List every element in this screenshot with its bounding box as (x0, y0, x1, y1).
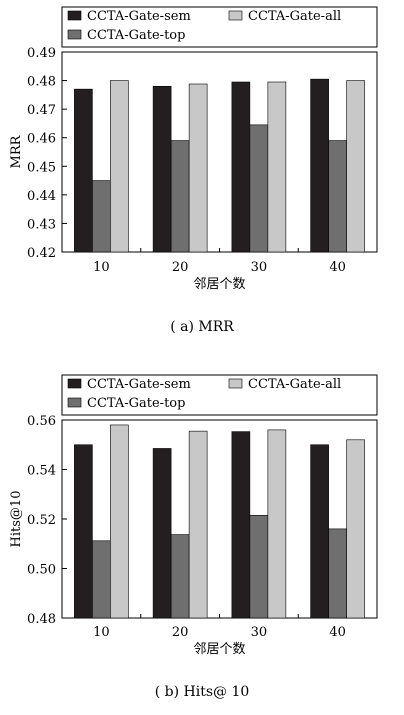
legend-swatch-all (228, 378, 243, 389)
x-tick-label: 30 (251, 260, 268, 275)
hits10-chart: CCTA-Gate-sem CCTA-Gate-top CCTA-Gate-all 0… (9, 374, 378, 700)
y-tick-label: 0.44 (27, 189, 56, 204)
x-tick-label: 10 (93, 260, 110, 275)
x-tick-label: 40 (329, 260, 346, 275)
bar-top-20 (170, 534, 190, 619)
bar-sem-30 (231, 431, 251, 619)
bar-top-30 (249, 124, 269, 253)
y-axis-title: Hits@10 (9, 491, 24, 548)
legend-label-all: CCTA-Gate-all (248, 9, 341, 24)
bar-all-20 (188, 83, 208, 253)
bar-sem-10 (74, 444, 93, 619)
y-tick-label: 0.46 (27, 132, 56, 147)
bar-all-10 (110, 424, 129, 619)
y-tick-label: 0.43 (27, 217, 56, 232)
bar-all-20 (188, 430, 208, 619)
bar-sem-20 (152, 448, 172, 619)
legend-label-top: CCTA-Gate-top (87, 28, 185, 43)
mrr-chart: CCTA-Gate-sem CCTA-Gate-top CCTA-Gate-all 0… (9, 6, 378, 335)
y-tick-label: 0.42 (27, 246, 56, 261)
y-tick-label: 0.52 (27, 513, 56, 528)
bar-all-40 (346, 439, 365, 619)
bar-top-20 (170, 140, 190, 253)
bar-sem-10 (74, 88, 93, 253)
x-tick-label: 30 (251, 625, 268, 640)
bar-all-30 (267, 429, 287, 619)
figure-caption: ( b) Hits@ 10 (155, 684, 250, 700)
legend-box (61, 6, 378, 48)
legend-swatch-sem (67, 10, 82, 21)
bar-top-40 (328, 528, 347, 619)
legend-swatch-top (67, 29, 82, 40)
legend-label-sem: CCTA-Gate-sem (87, 377, 191, 392)
y-tick-label: 0.49 (27, 46, 56, 61)
legend-swatch-all (228, 10, 243, 21)
y-tick-label: 0.50 (27, 563, 56, 578)
x-tick-label: 20 (172, 260, 189, 275)
bar-top-10 (92, 180, 111, 253)
y-tick-label: 0.47 (27, 103, 56, 118)
y-tick-label: 0.48 (27, 612, 56, 627)
bar-sem-30 (231, 81, 251, 253)
legend-box (61, 374, 378, 416)
legend-label-sem: CCTA-Gate-sem (87, 9, 191, 24)
figure-caption: ( a) MRR (170, 319, 234, 335)
bar-all-10 (110, 80, 129, 253)
legend-swatch-sem (67, 378, 82, 389)
bar-top-10 (92, 540, 111, 619)
x-axis-title: 邻居个数 (193, 642, 245, 657)
y-tick-label: 0.54 (27, 464, 56, 479)
y-axis-title: MRR (9, 134, 24, 168)
x-tick-label: 20 (172, 625, 189, 640)
legend-label-top: CCTA-Gate-top (87, 396, 185, 411)
bar-sem-40 (310, 444, 329, 619)
bar-sem-20 (152, 85, 172, 253)
x-tick-label: 40 (329, 625, 346, 640)
legend-label-all: CCTA-Gate-all (248, 377, 341, 392)
bar-all-40 (346, 80, 365, 253)
bar-sem-40 (310, 78, 329, 253)
y-tick-label: 0.56 (27, 414, 56, 429)
bar-top-30 (249, 514, 269, 619)
x-tick-label: 10 (93, 625, 110, 640)
bar-top-40 (328, 140, 347, 253)
legend-swatch-top (67, 397, 82, 408)
y-tick-label: 0.45 (27, 160, 56, 175)
bar-all-30 (267, 81, 287, 253)
x-axis-title: 邻居个数 (193, 277, 245, 292)
y-tick-label: 0.48 (27, 75, 56, 90)
